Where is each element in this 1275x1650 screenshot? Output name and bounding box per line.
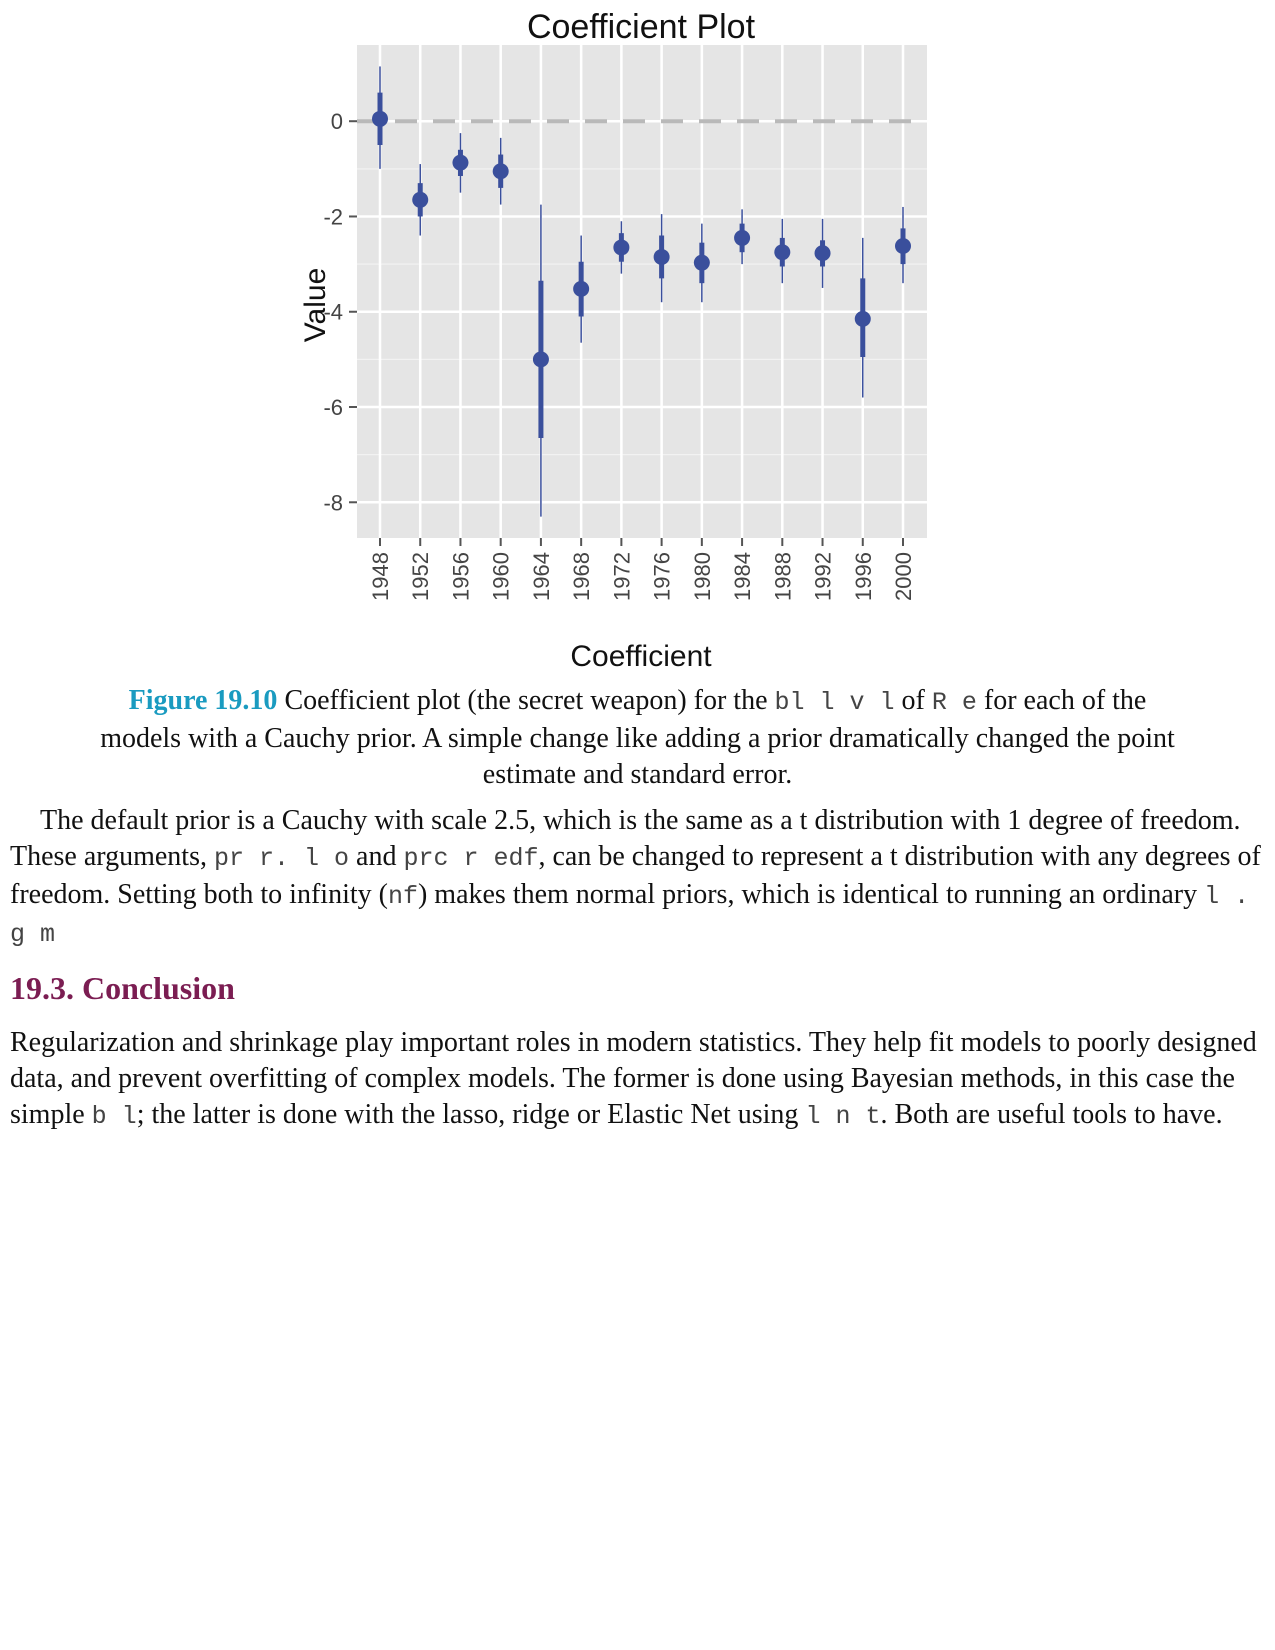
coefficient-point <box>452 154 469 171</box>
x-tick-label: 1964 <box>529 552 554 601</box>
x-tick-label: 1956 <box>448 552 473 601</box>
caption-code-function: bl l v l <box>774 688 895 717</box>
coefficient-point <box>814 245 831 262</box>
plot-panel <box>357 45 927 538</box>
caption-text: for each of the <box>976 685 1147 716</box>
coefficient-plot: 0 -2 -4 -6 -8 1948 1952 1956 1960 1964 1968 1972 197… <box>299 8 927 673</box>
coefficient-point <box>854 310 871 327</box>
coefficient-point <box>895 238 911 255</box>
x-tick-label: 1948 <box>368 552 393 601</box>
caption-line-2: models with a Cauchy prior. A simple cha… <box>100 723 1175 754</box>
code-argument-scale: pr r. l o <box>213 844 350 873</box>
paragraph-text: and <box>349 841 404 872</box>
code-glmnet: l n t <box>805 1102 881 1131</box>
x-tick-label: 1976 <box>650 552 675 601</box>
body-paragraph-conclusion: Regularization and shrinkage play import… <box>10 1025 1265 1135</box>
x-tick-label: 1960 <box>489 552 514 601</box>
code-argument-df: prc r edf <box>403 844 539 873</box>
coefficient-point <box>372 110 388 127</box>
paragraph-text: Regularization and shrinkage play import… <box>10 1027 1257 1130</box>
paragraph-text: ; the latter is done with the lasso, rid… <box>136 1099 806 1130</box>
x-tick-label: 1968 <box>569 552 594 601</box>
coefficient-point <box>613 239 630 256</box>
paragraph-text: . Both are useful tools to have. <box>880 1099 1223 1130</box>
x-tick-label: 1984 <box>730 552 755 601</box>
coefficient-point <box>532 351 549 368</box>
x-tick-label: 1972 <box>609 552 634 601</box>
paragraph-text: , can be changed to represent a t distri… <box>10 841 1261 910</box>
caption-code-package: R e <box>931 688 977 717</box>
code-bayesglm: b l <box>91 1102 137 1131</box>
caption-text: Coefficient plot (the secret weapon) for… <box>277 685 775 716</box>
coefficient-point <box>573 280 590 297</box>
caption-line-3: estimate and standard error. <box>482 759 793 790</box>
coefficient-plot-figure: 0 -2 -4 -6 -8 1948 1952 1956 1960 1964 1968 1972 197… <box>0 0 1275 690</box>
coefficient-point <box>653 248 670 265</box>
x-axis-label: Coefficient <box>570 640 712 673</box>
code-glm: l . g m <box>10 882 1250 949</box>
x-tick-label: 1952 <box>408 552 433 601</box>
paragraph-text: The default prior is a Cauchy with scale… <box>10 805 1241 872</box>
coefficient-point <box>492 163 509 180</box>
figure-caption: Figure 19.10 Coefficient plot (the secre… <box>40 683 1235 793</box>
x-tick-label: 2000 <box>891 552 916 601</box>
coefficient-point <box>693 254 710 271</box>
chart-title: Coefficient Plot <box>527 8 756 46</box>
x-tick-label: 1996 <box>851 552 876 601</box>
paragraph-text: ) makes them normal priors, which is ide… <box>417 879 1205 910</box>
x-tick-label: 1988 <box>770 552 795 601</box>
y-tick-label: -4 <box>323 300 343 325</box>
section-heading: 19.3. Conclusion <box>10 970 235 1006</box>
y-tick-label: 0 <box>331 109 343 134</box>
y-axis-label: Value <box>299 268 332 343</box>
y-tick-label: -8 <box>323 490 343 515</box>
y-tick-label: -6 <box>323 395 343 420</box>
x-tick-label: 1980 <box>690 552 715 601</box>
figure-label: Figure 19.10 <box>128 685 278 716</box>
coefficient-point <box>734 229 751 246</box>
y-tick-label: -2 <box>323 204 343 229</box>
code-inf: nf <box>387 882 418 911</box>
coefficient-point <box>774 244 791 261</box>
body-paragraph-prior: The default prior is a Cauchy with scale… <box>10 803 1265 953</box>
caption-text: of <box>894 685 932 716</box>
x-tick-label: 1992 <box>811 552 836 601</box>
coefficient-point <box>412 191 429 208</box>
